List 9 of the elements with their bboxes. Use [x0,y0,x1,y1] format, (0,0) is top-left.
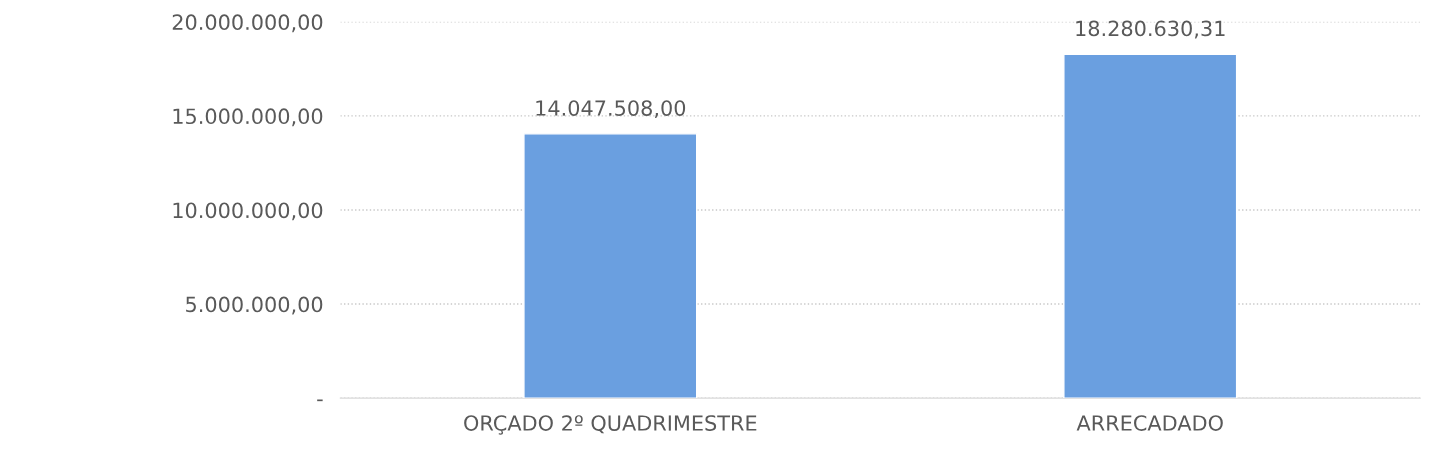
y-tick-label: 5.000.000,00 [186,296,323,315]
x-tick-label: ARRECADADO [1076,415,1223,431]
data-label: 14.047.508,00 [536,100,686,119]
x-tick-label: ORÇADO 2º QUADRIMESTRE [464,415,757,435]
data-label: 18.280.630,31 [1076,20,1225,39]
y-tick-label: - [317,399,323,402]
y-tick-label: 15.000.000,00 [173,108,323,127]
y-tick-label: 10.000.000,00 [173,202,323,221]
y-tick-label: 20.000.000,00 [172,14,323,33]
